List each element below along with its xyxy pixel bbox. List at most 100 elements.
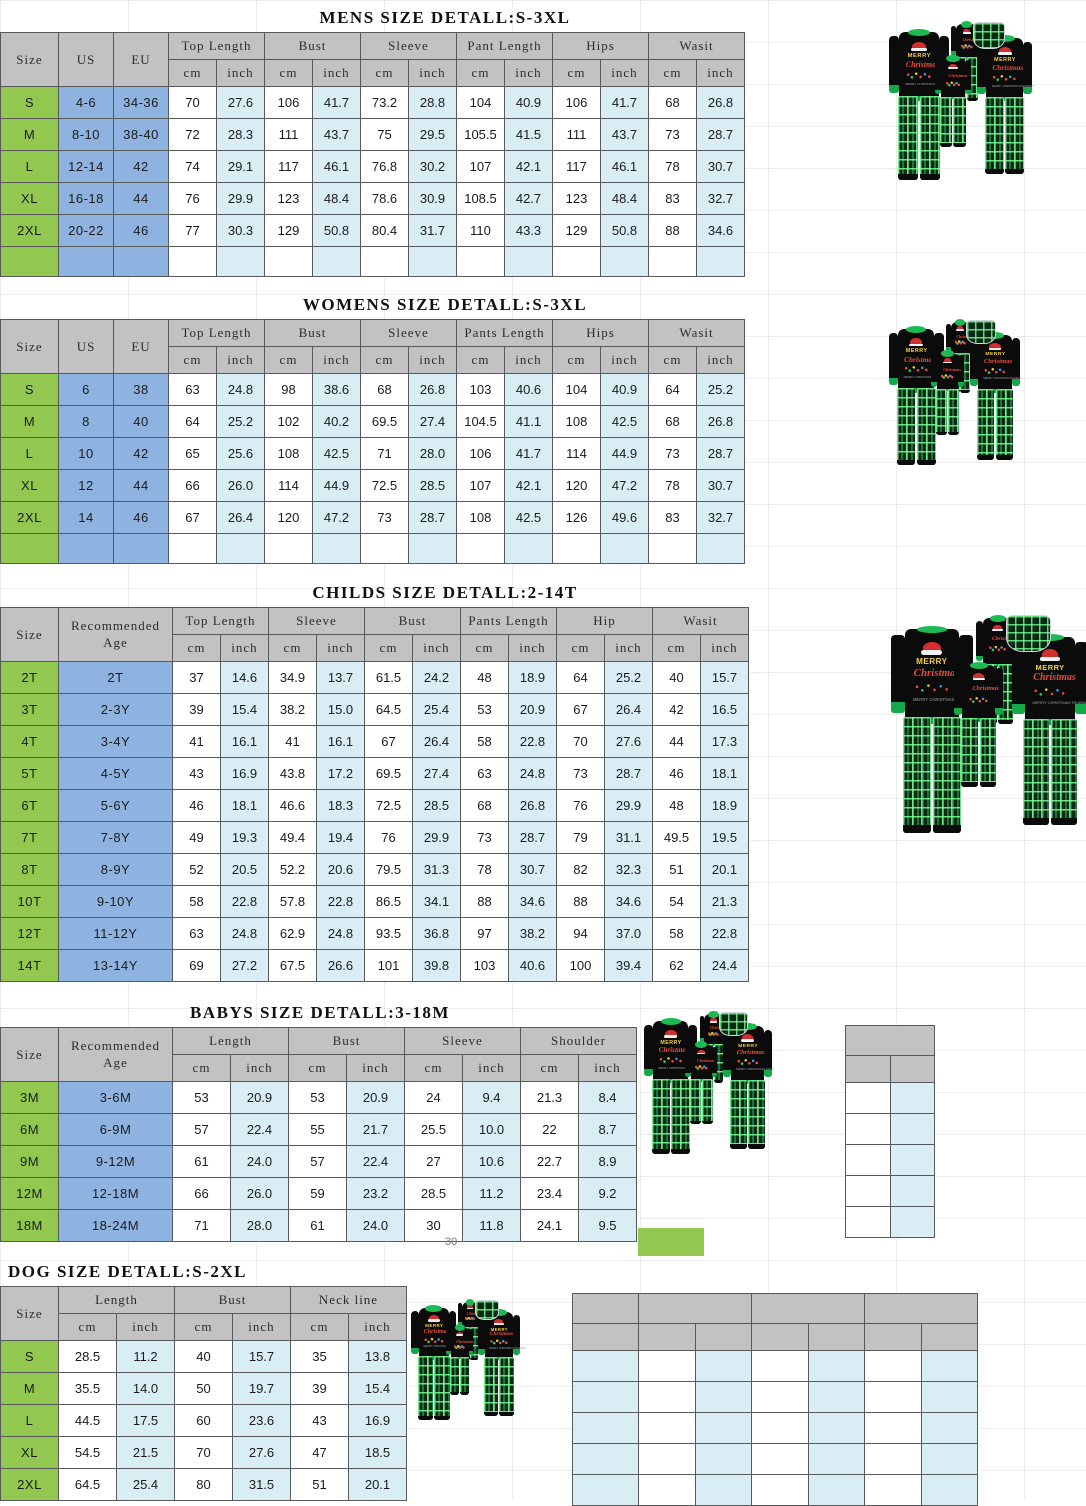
graphic-lights: [737, 1058, 760, 1065]
graphic-text-merry: MERRY: [985, 352, 1005, 357]
table-cell: 19.4: [317, 822, 365, 854]
pajama-pants: [897, 388, 936, 465]
table-cell: 3T: [1, 694, 59, 726]
table-cell: 63: [461, 758, 509, 790]
column-header-us: US: [59, 33, 114, 87]
pants-leg: [961, 718, 978, 788]
table-cell: 43.7: [601, 119, 649, 151]
table-cell: 46.1: [601, 151, 649, 183]
table-cell: 9.2: [579, 1178, 637, 1210]
pajama-pants: [1023, 719, 1076, 826]
column-header-us: US: [59, 320, 114, 374]
table-cell: 23.6: [233, 1405, 291, 1437]
santa-hat-graphic: [949, 64, 957, 69]
table-cell: 14.0: [117, 1373, 175, 1405]
sleeve-cuff: [478, 1349, 485, 1355]
graphic-lights: [969, 696, 989, 704]
table-cell: XL: [1, 183, 59, 215]
table-cell: [601, 534, 649, 564]
table-cell: 27.4: [409, 406, 457, 438]
stray-number-label: 30: [445, 1236, 457, 1248]
table-cell: 114: [553, 438, 601, 470]
table-cell: 48: [653, 790, 701, 822]
graphic-text-sub: MERRY CHRISTMAS PAJAMAS: [1033, 700, 1086, 705]
table-cell: 28.7: [697, 119, 745, 151]
table-cell: 18M: [1, 1210, 59, 1242]
santa-hat-graphic: [993, 625, 1002, 631]
sleeve-cuff: [1012, 704, 1025, 714]
table-cell: 61: [173, 1146, 231, 1178]
table-cell: 71: [173, 1210, 231, 1242]
sleeve-cuff: [446, 1351, 451, 1355]
graphic-lights: [941, 374, 954, 379]
pajama-pants: [730, 1080, 765, 1150]
table-cell: 24.2: [413, 662, 461, 694]
table-cell: 41.7: [601, 87, 649, 119]
table-cell: 22.4: [347, 1146, 405, 1178]
table-cell: 129: [553, 215, 601, 247]
table-cell: 28.7: [509, 822, 557, 854]
table-cell: 64: [169, 406, 217, 438]
table-cell: 78.6: [361, 183, 409, 215]
table-cell: 83: [649, 502, 697, 534]
table-cell: 34.6: [697, 215, 745, 247]
column-header-top-length: Top Length: [173, 608, 269, 635]
table-cell: 18.9: [509, 662, 557, 694]
table-cell: 120: [553, 470, 601, 502]
table-cell: 24.4: [701, 950, 749, 982]
table-cell: 48.4: [601, 183, 649, 215]
pants-leg: [499, 1357, 513, 1416]
unit-header-cm: cm: [557, 635, 605, 662]
graphic-lights: [946, 81, 960, 87]
column-header-bust: Bust: [265, 320, 361, 347]
table-cell: [313, 247, 361, 277]
table-cell: 49: [173, 822, 221, 854]
table-cell: 35: [291, 1341, 349, 1373]
table-cell: 9M: [1, 1146, 59, 1178]
unit-header-cm: cm: [265, 347, 313, 374]
pants-leg: [953, 97, 965, 147]
column-header-wasit: Wasit: [649, 320, 745, 347]
table-cell: 24.1: [521, 1210, 579, 1242]
column-header-neck-line: Neck line: [291, 1287, 407, 1314]
table-cell: 101: [365, 950, 413, 982]
table-cell: 47: [291, 1437, 349, 1469]
table-cell: 17.2: [317, 758, 365, 790]
table-cell: 70: [169, 87, 217, 119]
sleeve-cuff: [469, 1351, 474, 1355]
table-cell: 20.1: [349, 1469, 407, 1501]
pants-leg: [460, 1357, 469, 1395]
table-cell: 2XL: [1, 215, 59, 247]
pajama-pants: [985, 97, 1024, 174]
table-cell: 41.5: [505, 119, 553, 151]
table-cell: 22: [521, 1114, 579, 1146]
sleeve-cuff: [995, 708, 1003, 715]
pajama-sleeve: [685, 1047, 690, 1078]
graphic-text-sub: MERRY CHRISTMAS PAJAMAS: [736, 1068, 773, 1071]
table-cell: 12T: [1, 918, 59, 950]
unit-header-inch: inch: [217, 347, 265, 374]
table-cell: 40.9: [601, 374, 649, 406]
table-cell: 76: [169, 183, 217, 215]
table-cell: 12: [59, 470, 114, 502]
table-cell: 3-6M: [59, 1082, 173, 1114]
pants-leg: [1051, 719, 1077, 826]
collar: [946, 55, 959, 62]
pajama-sleeve: [478, 1315, 485, 1355]
table-cell: 25.2: [605, 662, 653, 694]
unit-header-inch: inch: [697, 347, 745, 374]
table-cell: 6T: [1, 790, 59, 822]
table-cell: 64: [649, 374, 697, 406]
